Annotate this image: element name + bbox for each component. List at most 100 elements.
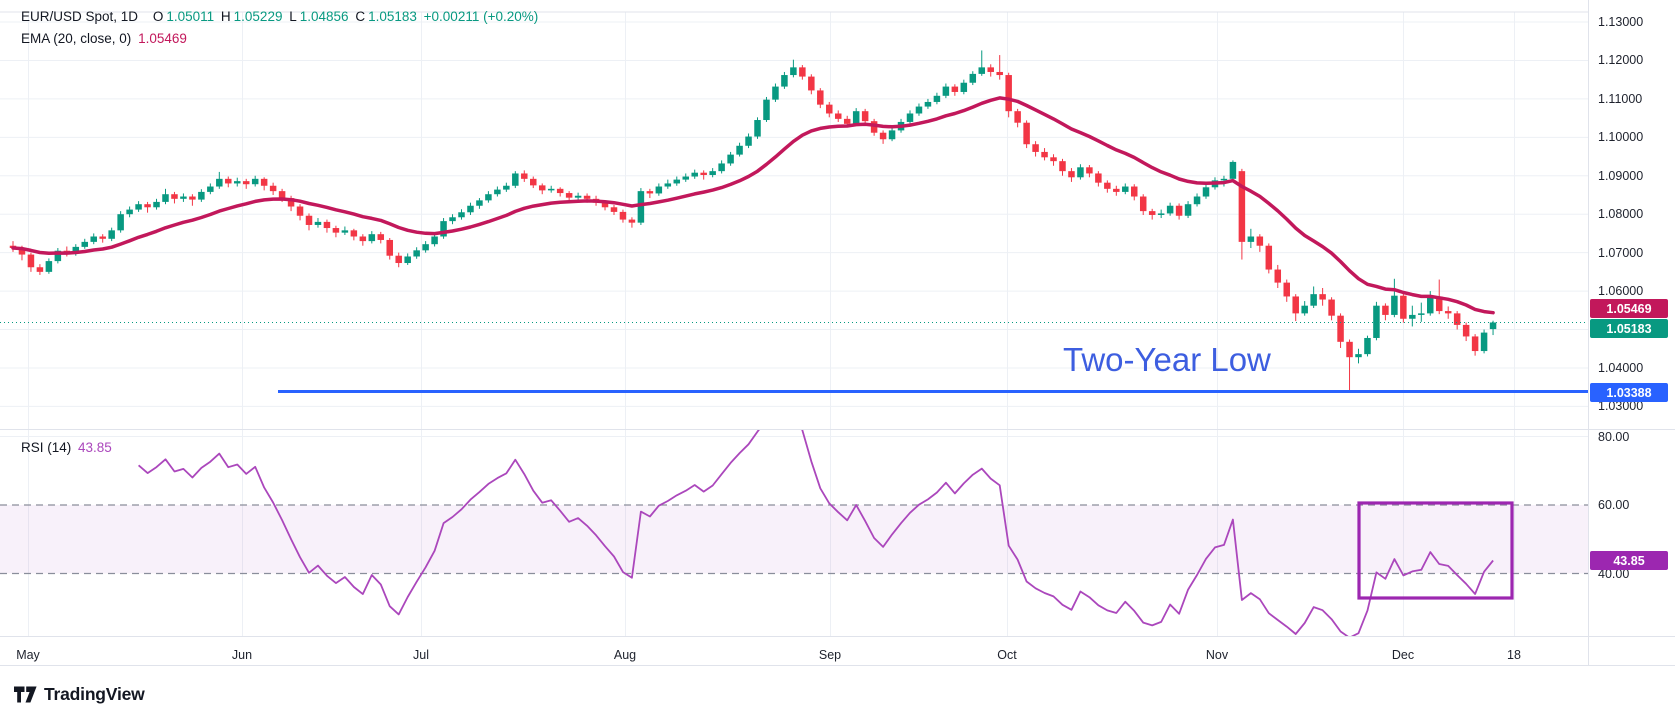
candle[interactable] <box>503 182 510 192</box>
candle[interactable] <box>1489 320 1497 336</box>
candle[interactable] <box>323 219 331 233</box>
candle[interactable] <box>413 247 420 259</box>
candle[interactable] <box>933 92 941 105</box>
candle[interactable] <box>709 168 716 178</box>
candle[interactable] <box>162 188 169 205</box>
ema-legend[interactable]: EMA (20, close, 0) 1.05469 <box>21 31 190 46</box>
candle[interactable] <box>440 218 447 239</box>
candle[interactable] <box>54 248 62 264</box>
candle[interactable] <box>332 225 340 238</box>
candle[interactable] <box>1256 234 1264 252</box>
candle[interactable] <box>718 160 725 174</box>
candle[interactable] <box>682 173 690 182</box>
candle[interactable] <box>1247 228 1255 249</box>
candle[interactable] <box>207 183 214 195</box>
candle[interactable] <box>888 127 896 142</box>
candle[interactable] <box>1292 294 1299 322</box>
candle[interactable] <box>404 253 411 265</box>
candle[interactable] <box>817 88 824 109</box>
candle[interactable] <box>198 189 205 202</box>
candle[interactable] <box>781 71 788 89</box>
candle[interactable] <box>153 198 160 210</box>
candle[interactable] <box>36 264 44 275</box>
candle[interactable] <box>637 188 645 225</box>
candle[interactable] <box>1400 293 1407 323</box>
candle[interactable] <box>1373 301 1380 341</box>
rsi-line[interactable] <box>138 407 1494 638</box>
candle[interactable] <box>135 201 142 212</box>
candle[interactable] <box>565 191 573 201</box>
candle[interactable] <box>422 241 429 253</box>
candle[interactable] <box>1337 313 1344 348</box>
candle[interactable] <box>216 171 223 189</box>
candle[interactable] <box>826 101 833 118</box>
candle[interactable] <box>700 170 707 180</box>
candle[interactable] <box>1122 183 1129 195</box>
candle[interactable] <box>234 177 241 187</box>
candle[interactable] <box>951 84 959 96</box>
candle[interactable] <box>1068 168 1075 182</box>
candle[interactable] <box>628 217 636 228</box>
candle[interactable] <box>1480 329 1488 354</box>
candle[interactable] <box>772 83 779 102</box>
candle[interactable] <box>260 177 268 191</box>
candle[interactable] <box>727 151 734 166</box>
candle[interactable] <box>745 133 752 149</box>
candle[interactable] <box>1382 303 1389 321</box>
candle[interactable] <box>476 198 483 209</box>
candle[interactable] <box>646 188 654 199</box>
candle[interactable] <box>99 234 106 243</box>
symbol-legend[interactable]: EUR/USD Spot, 1D O 1.05011 H 1.05229 L 1.04… <box>21 9 541 24</box>
candle[interactable] <box>1014 108 1021 128</box>
candle[interactable] <box>449 214 456 225</box>
candle[interactable] <box>1113 185 1120 196</box>
ema-line[interactable] <box>11 96 1495 315</box>
candle[interactable] <box>655 183 663 196</box>
candle[interactable] <box>861 108 869 125</box>
candle[interactable] <box>350 228 358 241</box>
candle[interactable] <box>1131 184 1138 201</box>
candle[interactable] <box>126 206 133 218</box>
candle[interactable] <box>1310 286 1317 308</box>
candle[interactable] <box>960 79 968 95</box>
candle[interactable] <box>251 175 259 187</box>
candle[interactable] <box>1041 148 1048 161</box>
candle[interactable] <box>512 171 519 189</box>
candle[interactable] <box>870 118 878 136</box>
candle[interactable] <box>359 234 367 246</box>
candle[interactable] <box>27 252 35 272</box>
candle[interactable] <box>942 83 950 99</box>
candle[interactable] <box>1444 306 1452 319</box>
candle[interactable] <box>1005 72 1012 118</box>
candle[interactable] <box>924 98 932 109</box>
candle[interactable] <box>1265 243 1273 274</box>
candle[interactable] <box>1023 120 1030 149</box>
two-year-low-label[interactable]: Two-Year Low <box>1063 341 1271 378</box>
candle[interactable] <box>969 71 977 86</box>
candle[interactable] <box>530 176 537 189</box>
candle[interactable] <box>1274 264 1282 289</box>
rsi-legend[interactable]: RSI (14) 43.85 <box>21 440 115 455</box>
candle[interactable] <box>1086 164 1093 178</box>
candle[interactable] <box>144 201 151 213</box>
candle[interactable] <box>225 176 232 188</box>
tradingview-logo[interactable]: TradingView <box>14 684 145 705</box>
candle[interactable] <box>45 258 53 274</box>
candle[interactable] <box>736 142 743 157</box>
candle[interactable] <box>1104 180 1111 193</box>
candle[interactable] <box>395 252 402 268</box>
candle[interactable] <box>269 182 277 195</box>
candle[interactable] <box>538 183 546 195</box>
candle[interactable] <box>691 169 698 179</box>
candle[interactable] <box>1283 279 1290 302</box>
candle[interactable] <box>180 193 187 202</box>
candle[interactable] <box>368 231 376 244</box>
candle[interactable] <box>1409 305 1416 327</box>
candle[interactable] <box>81 238 89 249</box>
candle[interactable] <box>1202 184 1210 199</box>
candle[interactable] <box>574 192 582 200</box>
candle[interactable] <box>1077 164 1084 180</box>
candle[interactable] <box>1032 141 1039 157</box>
candle[interactable] <box>834 110 842 122</box>
candle[interactable] <box>1193 193 1201 207</box>
